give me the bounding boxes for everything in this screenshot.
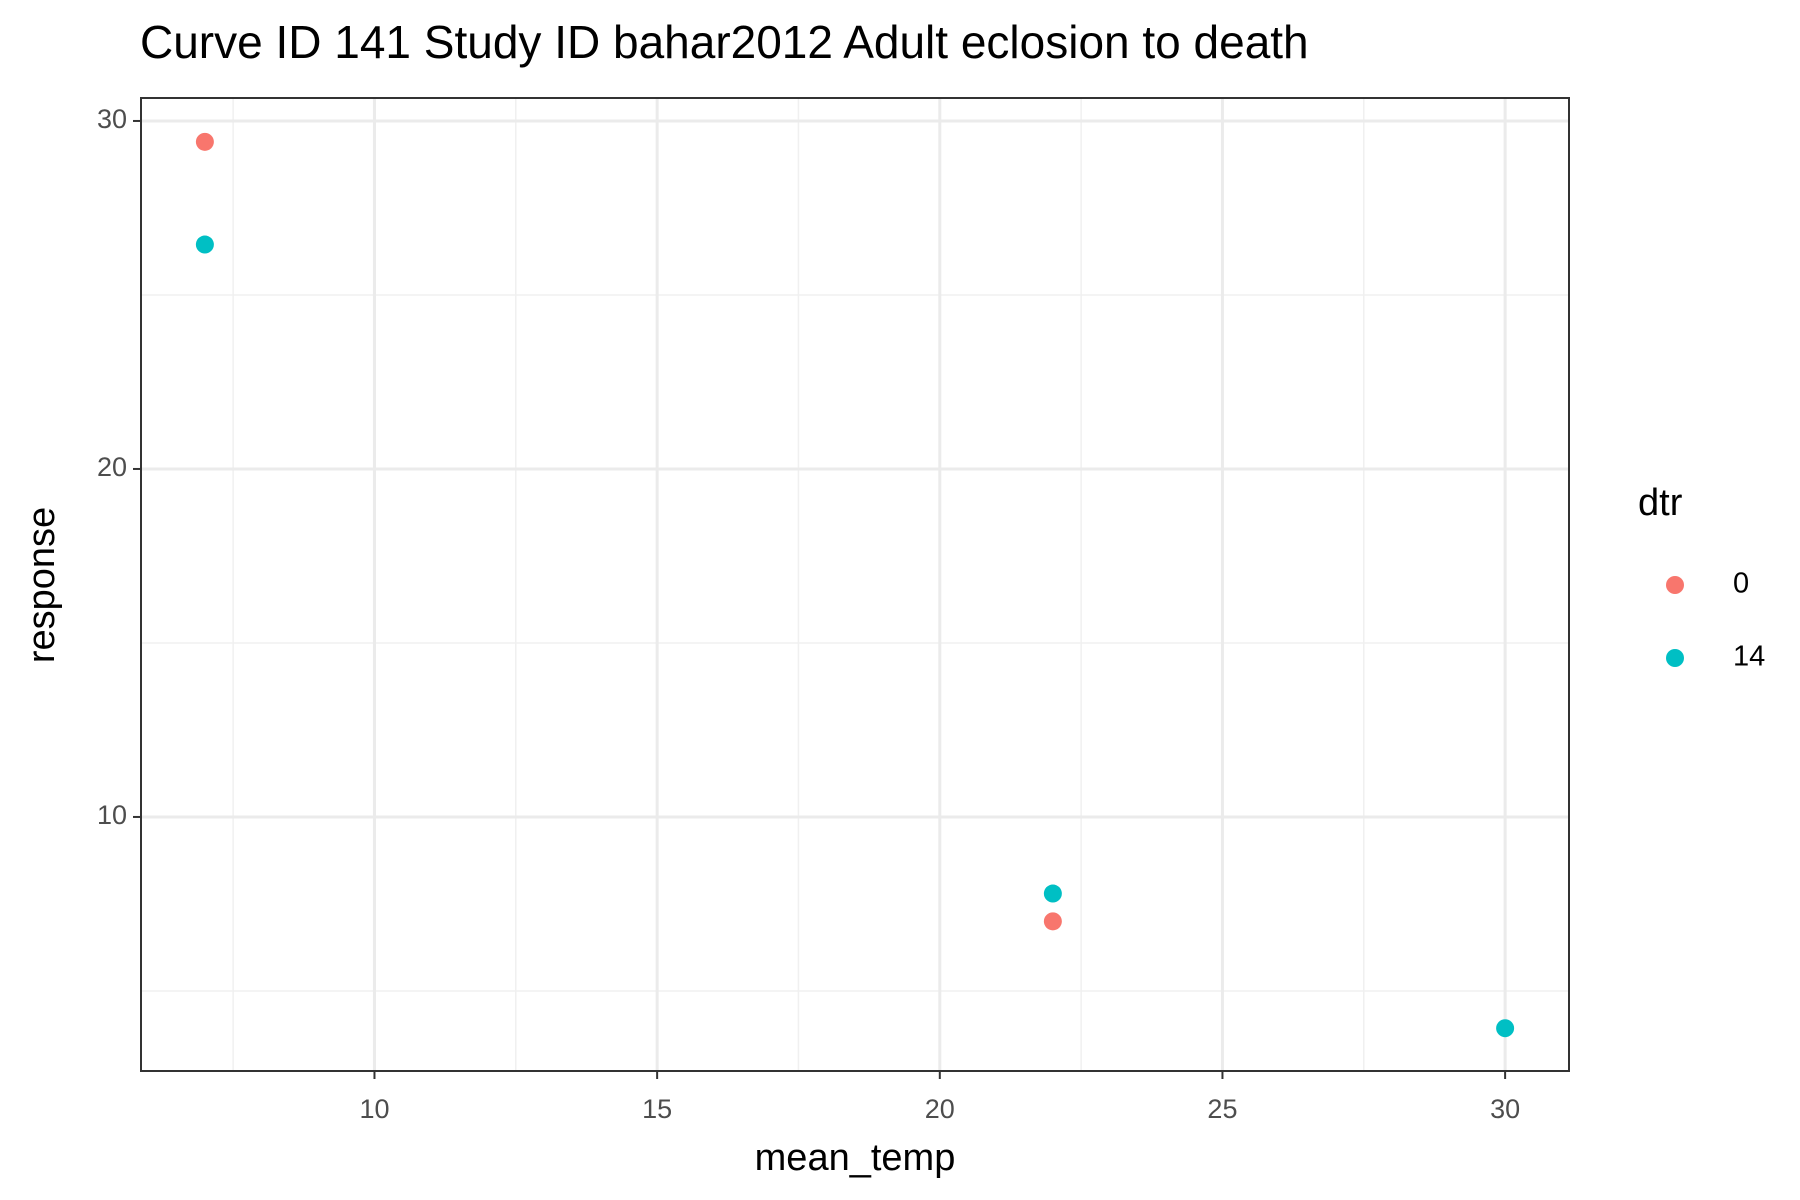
y-tick-label: 20	[97, 452, 127, 482]
point	[195, 132, 214, 151]
x-tick-label: 15	[642, 1094, 672, 1124]
legend-title: dtr	[1638, 482, 1683, 524]
point	[1043, 884, 1062, 903]
x-tick-label: 25	[1207, 1094, 1237, 1124]
point	[1496, 1019, 1515, 1038]
x-tick-label: 30	[1490, 1094, 1520, 1124]
legend-marker	[1666, 649, 1684, 667]
x-axis-label: mean_temp	[755, 1137, 956, 1179]
y-tick-label: 30	[97, 104, 127, 134]
point	[195, 235, 214, 254]
legend-label: 0	[1733, 568, 1749, 600]
y-axis-label: response	[21, 507, 63, 663]
x-tick-label: 10	[359, 1094, 389, 1124]
panel-border	[140, 97, 1570, 1072]
y-tick-label: 10	[97, 800, 127, 830]
legend-marker	[1666, 576, 1684, 594]
legend-label: 14	[1733, 641, 1765, 673]
point	[1043, 912, 1062, 931]
chart-title: Curve ID 141 Study ID bahar2012 Adult ec…	[140, 16, 1309, 68]
x-tick-label: 20	[925, 1094, 955, 1124]
